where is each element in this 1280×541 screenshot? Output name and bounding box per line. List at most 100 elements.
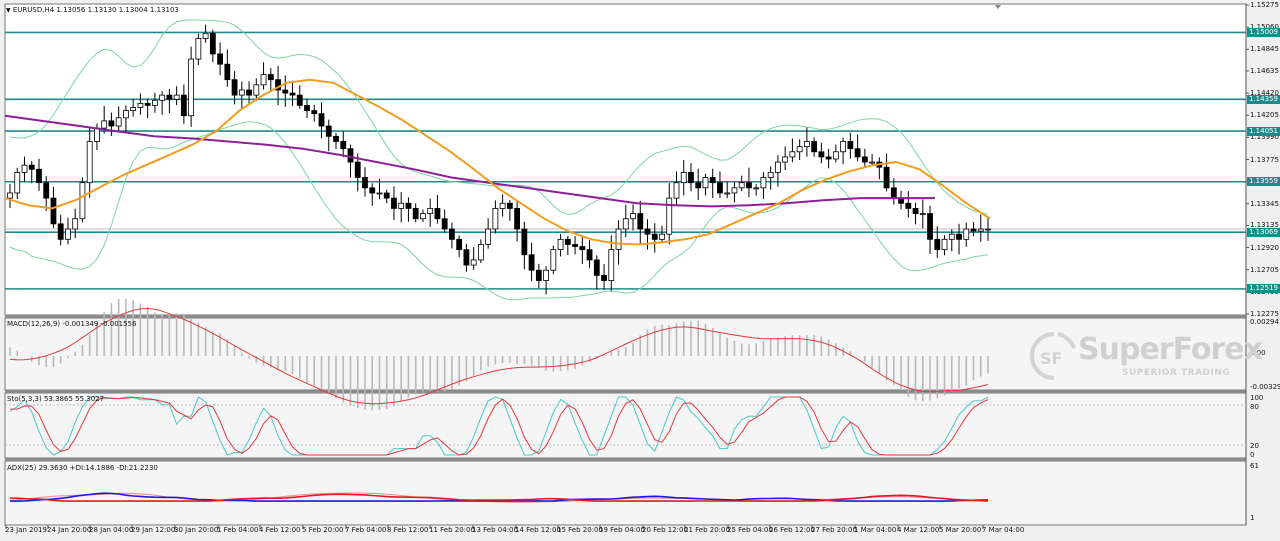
candle-body	[470, 259, 477, 266]
candle-body	[253, 84, 260, 96]
candle-body	[543, 269, 549, 281]
price-tick-label: 1.12275	[1250, 310, 1279, 318]
candle-body	[340, 141, 347, 150]
time-label: 7 Feb 04:00	[345, 526, 387, 534]
candle-body	[137, 102, 144, 108]
candle-body	[202, 32, 209, 39]
stoch-axis-20: 20	[1250, 442, 1259, 450]
candle-body	[956, 233, 962, 240]
collapse-triangle-icon[interactable]: ▼	[6, 7, 11, 14]
time-label: 1 Feb 04:00	[217, 526, 259, 534]
candle-body	[905, 202, 912, 209]
adx-axis-max: 61	[1250, 462, 1259, 470]
price-tick-label: 1.12920	[1250, 243, 1279, 252]
candle-body	[420, 213, 426, 220]
candle-body	[43, 182, 50, 199]
price-tick-label: 1.13345	[1250, 199, 1279, 208]
candle-body	[188, 58, 195, 117]
candle-body	[985, 228, 991, 231]
candle-body	[304, 105, 310, 111]
candle-body	[412, 208, 419, 220]
candle-body	[586, 249, 593, 261]
candle-body	[717, 182, 723, 194]
time-label: 5 Mar 20:00	[939, 526, 982, 534]
bollinger-upper	[9, 19, 989, 215]
candle-body	[159, 94, 166, 101]
time-label: 15 Feb 20:00	[557, 526, 603, 534]
time-label: 27 Feb 20:00	[811, 526, 857, 534]
candle-body	[108, 120, 115, 127]
time-label: 1 Mar 04:00	[854, 526, 897, 534]
candle-body	[333, 135, 339, 142]
candle-body	[296, 94, 303, 106]
candle-body	[724, 192, 731, 195]
time-label: 11 Feb 20:00	[429, 526, 475, 534]
candle-body	[209, 32, 216, 55]
candle-body	[919, 213, 926, 215]
candle-body	[934, 238, 941, 251]
watermark: SF SuperForex SUPERIOR TRADING	[1030, 328, 1263, 388]
candle-body	[376, 192, 383, 195]
candle-body	[803, 141, 810, 148]
candle-body	[854, 148, 861, 158]
candle-body	[354, 161, 361, 178]
time-label: 19 Feb 04:00	[599, 526, 645, 534]
price-tick-label: 1.14635	[1250, 66, 1279, 75]
candle-body	[825, 156, 832, 160]
candle-body	[673, 182, 680, 199]
candle-body	[775, 161, 781, 173]
time-label: 26 Feb 12:00	[769, 526, 815, 534]
candle-body	[144, 102, 151, 106]
candle-body	[659, 233, 665, 240]
level-price-tag: 1.12519	[1247, 284, 1280, 294]
stoch-signal-line	[10, 396, 989, 456]
candle-body	[325, 125, 332, 137]
candle-body	[151, 99, 158, 106]
stoch-pane	[5, 393, 1246, 458]
candle-body	[224, 63, 231, 81]
candle-body	[883, 166, 890, 189]
price-tick-label: 1.14845	[1250, 45, 1279, 54]
bollinger-lower	[9, 121, 989, 301]
candle-body	[79, 182, 86, 220]
candle-body	[434, 208, 441, 220]
candle-body	[65, 228, 71, 240]
candle-body	[927, 213, 933, 240]
candle-body	[702, 177, 709, 189]
time-label: 4 Feb 12:00	[259, 526, 301, 534]
candle-body	[123, 110, 129, 119]
candle-body	[666, 197, 673, 235]
candle-body	[383, 192, 390, 199]
chart-shift-marker-icon	[995, 5, 1001, 9]
candle-body	[36, 168, 42, 184]
adx-minus-di-line	[9, 493, 989, 502]
candle-body	[72, 218, 79, 230]
candle-body	[101, 120, 108, 129]
candle-body	[485, 228, 492, 245]
candle-body	[238, 89, 245, 96]
candle-body	[789, 151, 796, 158]
macd-label: MACD(12,26,9) -0.001349 -0.001556	[7, 320, 137, 328]
candle-body	[977, 228, 984, 232]
candle-body	[21, 164, 28, 173]
candle-body	[492, 208, 499, 230]
adx-label: ADX(25) 29.3630 +DI:14.1886 -DI:21.2230	[7, 464, 158, 472]
pane-separator	[5, 315, 1246, 318]
candle-body	[738, 182, 745, 189]
candle-body	[535, 269, 542, 281]
svg-text:SF: SF	[1040, 349, 1062, 368]
candle-body	[767, 171, 774, 178]
candle-body	[760, 177, 767, 189]
time-label: 14 Feb 12:00	[515, 526, 561, 534]
candle-body	[869, 161, 875, 164]
candle-body	[832, 151, 839, 160]
candle-body	[528, 254, 535, 271]
time-label: 20 Feb 12:00	[642, 526, 688, 534]
adx-axis-min: 1	[1250, 514, 1255, 522]
price-tick-label: 1.15275	[1250, 1, 1279, 9]
candle-body	[680, 171, 687, 184]
stoch-main-line	[9, 396, 989, 456]
candle-body	[86, 141, 93, 184]
